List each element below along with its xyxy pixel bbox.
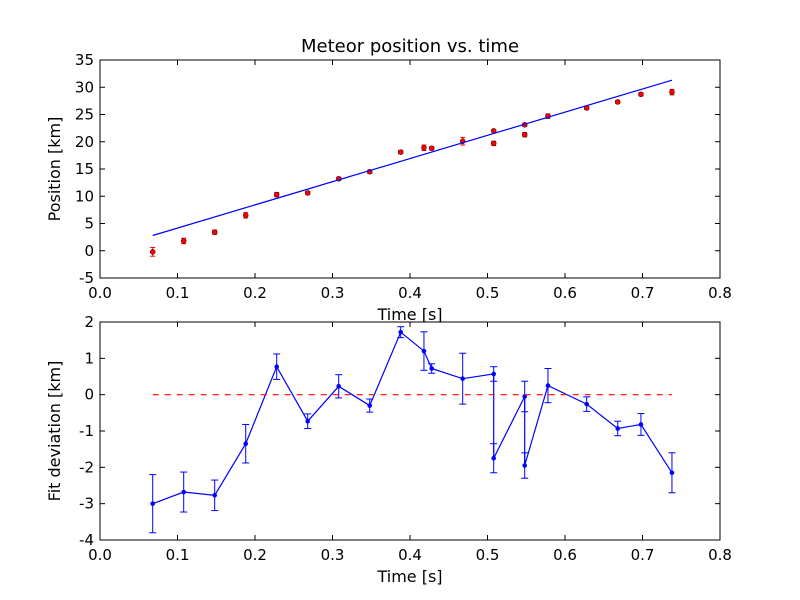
- deviation-point: [212, 493, 217, 498]
- data-point: [397, 149, 404, 155]
- y-tick-label: 25: [75, 106, 94, 124]
- y-tick-label: 15: [75, 160, 94, 178]
- deviation-point: [421, 348, 427, 354]
- x-tick-label: 0.5: [476, 284, 500, 302]
- deviation-point: [429, 366, 435, 371]
- y-tick-label: 35: [75, 51, 94, 69]
- y-tick-label: 2: [84, 313, 94, 331]
- y-tick-label: -4: [79, 531, 94, 549]
- data-point: [669, 89, 675, 95]
- deviation-point: [181, 489, 186, 495]
- y-tick-label: 30: [75, 78, 94, 96]
- y-axis-label: Fit deviation [km]: [45, 361, 64, 502]
- x-tick-label: 0.6: [553, 284, 577, 302]
- chart-title: Meteor position vs. time: [301, 36, 519, 57]
- x-tick-label: 0.7: [631, 546, 655, 564]
- y-tick-label: 5: [84, 215, 94, 233]
- x-tick-label: 0.1: [166, 546, 190, 564]
- x-tick-label: 0.3: [321, 284, 345, 302]
- data-point: [149, 249, 156, 255]
- y-tick-label: 0: [84, 242, 94, 260]
- y-tick-label: 0: [84, 386, 94, 404]
- y-tick-label: -2: [79, 458, 94, 476]
- plot-frame: [99, 321, 721, 541]
- deviation-point: [243, 441, 248, 447]
- x-axis-label: Time [s]: [376, 305, 442, 324]
- deviation-chart: 0.0 0.1 0.2 0.3 0.4 0.5 0.6 0.7 0.8 -4 -3 -2 -1 0 1 2 Ti…: [45, 313, 732, 586]
- x-tick-label: 0.8: [708, 284, 732, 302]
- y-tick-label: 10: [75, 187, 94, 205]
- y-tick-label: 20: [75, 133, 94, 151]
- y-tick-label: -3: [79, 495, 94, 513]
- x-tick-label: 0.3: [321, 546, 345, 564]
- deviation-point: [460, 376, 466, 381]
- deviation-point: [274, 364, 280, 369]
- deviation-point: [545, 383, 551, 388]
- deviation-point: [305, 418, 311, 424]
- fit-line: [152, 79, 673, 237]
- plot-frame: [99, 59, 721, 279]
- data-point: [421, 144, 427, 151]
- data-point: [614, 99, 621, 105]
- data-point: [304, 190, 311, 196]
- y-axis-label: Position [km]: [45, 117, 64, 222]
- deviation-point: [669, 470, 675, 476]
- y-tick-label: -1: [79, 422, 94, 440]
- x-tick-label: 0.5: [476, 546, 500, 564]
- x-tick-label: 0.8: [708, 546, 732, 564]
- data-point: [180, 238, 187, 244]
- x-axis-label: Time [s]: [376, 567, 442, 586]
- deviation-point: [491, 455, 497, 461]
- data-point: [273, 191, 280, 198]
- x-tick-label: 0.4: [398, 546, 422, 564]
- position-chart: Meteor position vs. time 0.0 0.1 0.2 0.3 0.4 0…: [45, 36, 732, 324]
- data-point: [428, 145, 435, 152]
- deviation-point: [584, 401, 589, 407]
- x-tick-label: 0.7: [631, 284, 655, 302]
- x-tick-label: 0.2: [243, 546, 267, 564]
- data-point: [521, 131, 528, 138]
- x-tick-label: 0.4: [398, 284, 422, 302]
- deviation-point: [367, 403, 373, 408]
- deviation-point: [150, 501, 155, 506]
- data-point: [638, 91, 644, 98]
- x-tick-label: 0.0: [88, 284, 112, 302]
- y-tick-label: 1: [84, 349, 94, 367]
- x-tick-label: 0.1: [166, 284, 190, 302]
- x-tick-label: 0.2: [243, 284, 267, 302]
- data-point: [211, 229, 218, 235]
- data-point: [242, 212, 249, 219]
- deviation-point: [615, 426, 620, 431]
- deviation-point: [398, 329, 404, 335]
- deviation-point: [491, 371, 497, 377]
- deviation-point: [522, 463, 527, 468]
- deviation-line: [152, 331, 673, 505]
- deviation-point: [336, 384, 342, 389]
- x-tick-label: 0.0: [88, 546, 112, 564]
- y-tick-label: -5: [79, 269, 94, 287]
- deviation-point: [522, 394, 527, 399]
- data-point: [490, 140, 497, 147]
- deviation-point: [638, 422, 644, 427]
- x-tick-label: 0.6: [553, 546, 577, 564]
